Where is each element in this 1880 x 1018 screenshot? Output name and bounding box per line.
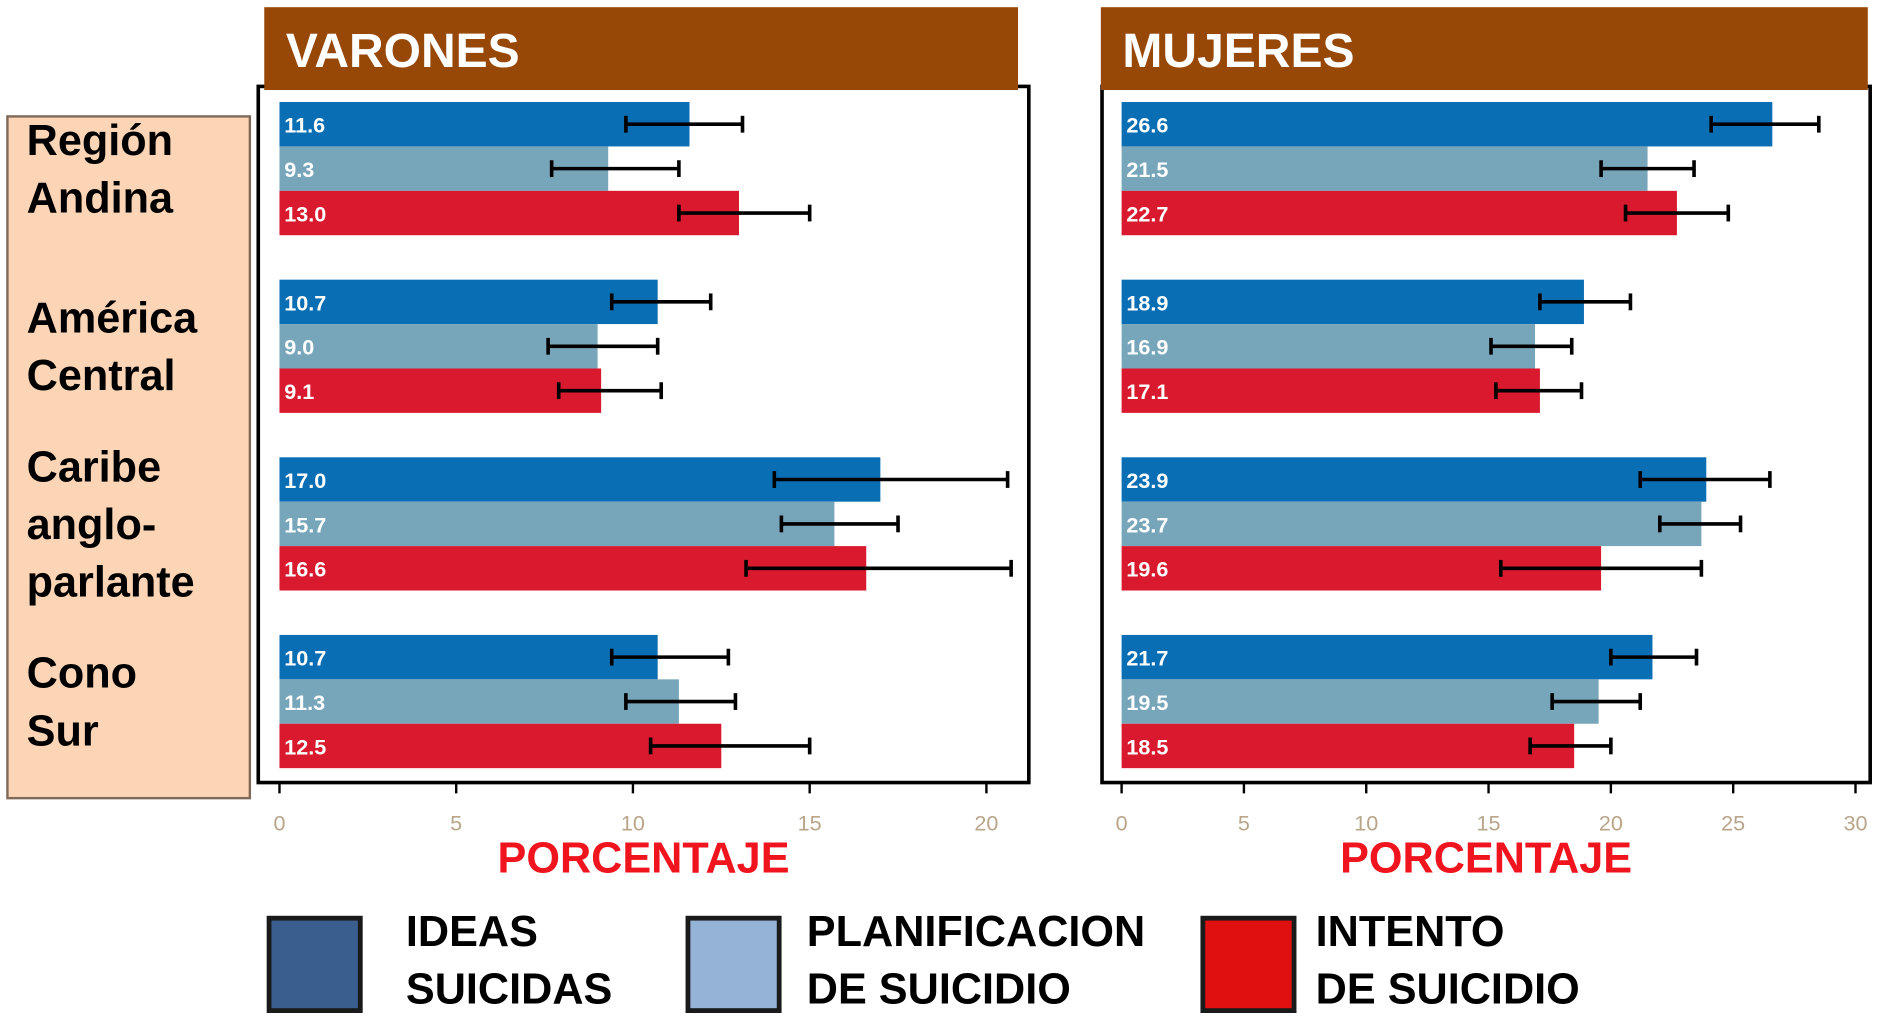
legend-label-box: INTENTO DE SUICIDIO — [1315, 906, 1580, 1013]
bar — [1121, 190, 1677, 236]
bar — [1121, 368, 1540, 413]
x-axis-label: PORCENTAJE — [1340, 835, 1632, 883]
x-tick-label: 10 — [1354, 811, 1378, 836]
bar — [1121, 634, 1653, 680]
value-label: 19.5 — [1126, 690, 1168, 715]
category-label: Región Andina — [26, 114, 174, 222]
bar — [1121, 723, 1575, 769]
bar — [279, 190, 739, 236]
x-tick-label: 5 — [1238, 811, 1250, 836]
value-label: 9.3 — [284, 157, 314, 182]
legend-label: INTENTO DE SUICIDIO — [1315, 906, 1580, 1013]
value-label: 9.1 — [284, 379, 314, 404]
panel-title: MUJERES — [1122, 25, 1354, 78]
category-label: América Central — [26, 292, 198, 400]
value-label: 16.9 — [1126, 335, 1168, 360]
bar — [279, 723, 722, 769]
bar — [1121, 102, 1773, 147]
value-label: 9.0 — [284, 335, 314, 360]
x-tick-label: 15 — [798, 811, 822, 836]
value-label: 15.7 — [284, 512, 326, 537]
category-label: Caribe anglo- parlante — [26, 441, 195, 606]
bar — [279, 102, 690, 147]
category-label-box: América Central — [26, 292, 198, 400]
value-label: 23.9 — [1126, 468, 1168, 493]
legend-label: IDEAS SUICIDAS — [405, 906, 613, 1013]
category-label: Cono Sur — [26, 647, 138, 755]
value-label: 16.6 — [284, 557, 326, 582]
value-label: 19.6 — [1126, 557, 1168, 582]
bar — [279, 324, 598, 369]
bar — [279, 679, 679, 724]
bar — [1121, 501, 1702, 547]
value-label: 12.5 — [284, 734, 326, 759]
x-tick-label: 15 — [1477, 811, 1501, 836]
x-tick-label: 20 — [974, 811, 998, 836]
category-label-box: Caribe anglo- parlante — [26, 441, 195, 606]
value-label: 22.7 — [1126, 201, 1168, 226]
x-tick-label: 5 — [450, 811, 462, 836]
x-axis-label: PORCENTAJE — [498, 835, 790, 883]
value-label: 21.5 — [1126, 157, 1168, 182]
bar — [1121, 146, 1648, 191]
value-label: 11.6 — [284, 113, 325, 138]
legend-swatch — [685, 915, 782, 1013]
x-tick-label: 0 — [273, 811, 285, 836]
category-label-box: Región Andina — [26, 114, 174, 222]
bar — [279, 634, 658, 680]
bar — [279, 501, 835, 547]
panel-header — [1100, 7, 1868, 91]
x-tick-label: 20 — [1599, 811, 1623, 836]
value-label: 10.7 — [284, 646, 326, 671]
legend-label-box: IDEAS SUICIDAS — [405, 906, 613, 1013]
bar — [1121, 279, 1584, 325]
category-label-box: Cono Sur — [26, 647, 138, 755]
value-label: 18.5 — [1126, 734, 1168, 759]
legend-label-box: PLANIFICACION DE SUICIDIO — [806, 906, 1146, 1013]
x-tick-label: 30 — [1843, 811, 1867, 836]
value-label: 26.6 — [1126, 113, 1168, 138]
legend-swatch — [266, 915, 363, 1013]
value-label: 11.3 — [284, 690, 325, 715]
bar — [279, 279, 658, 325]
panel-header — [264, 7, 1019, 91]
value-label: 10.7 — [284, 290, 326, 315]
value-label: 18.9 — [1126, 290, 1168, 315]
category-box — [6, 115, 252, 800]
value-label: 13.0 — [284, 201, 326, 226]
x-tick-label: 0 — [1116, 811, 1128, 836]
value-label: 17.0 — [284, 468, 326, 493]
legend-swatch — [1200, 915, 1297, 1013]
value-label: 23.7 — [1126, 512, 1168, 537]
bar — [279, 368, 602, 413]
bar — [1121, 324, 1536, 369]
x-tick-label: 25 — [1721, 811, 1745, 836]
x-tick-label: 10 — [621, 811, 645, 836]
bar — [1121, 457, 1707, 502]
value-label: 21.7 — [1126, 646, 1168, 671]
panel-title: VARONES — [286, 25, 520, 78]
legend-label: PLANIFICACION DE SUICIDIO — [806, 906, 1146, 1013]
bar — [1121, 679, 1599, 724]
value-label: 17.1 — [1126, 379, 1168, 404]
